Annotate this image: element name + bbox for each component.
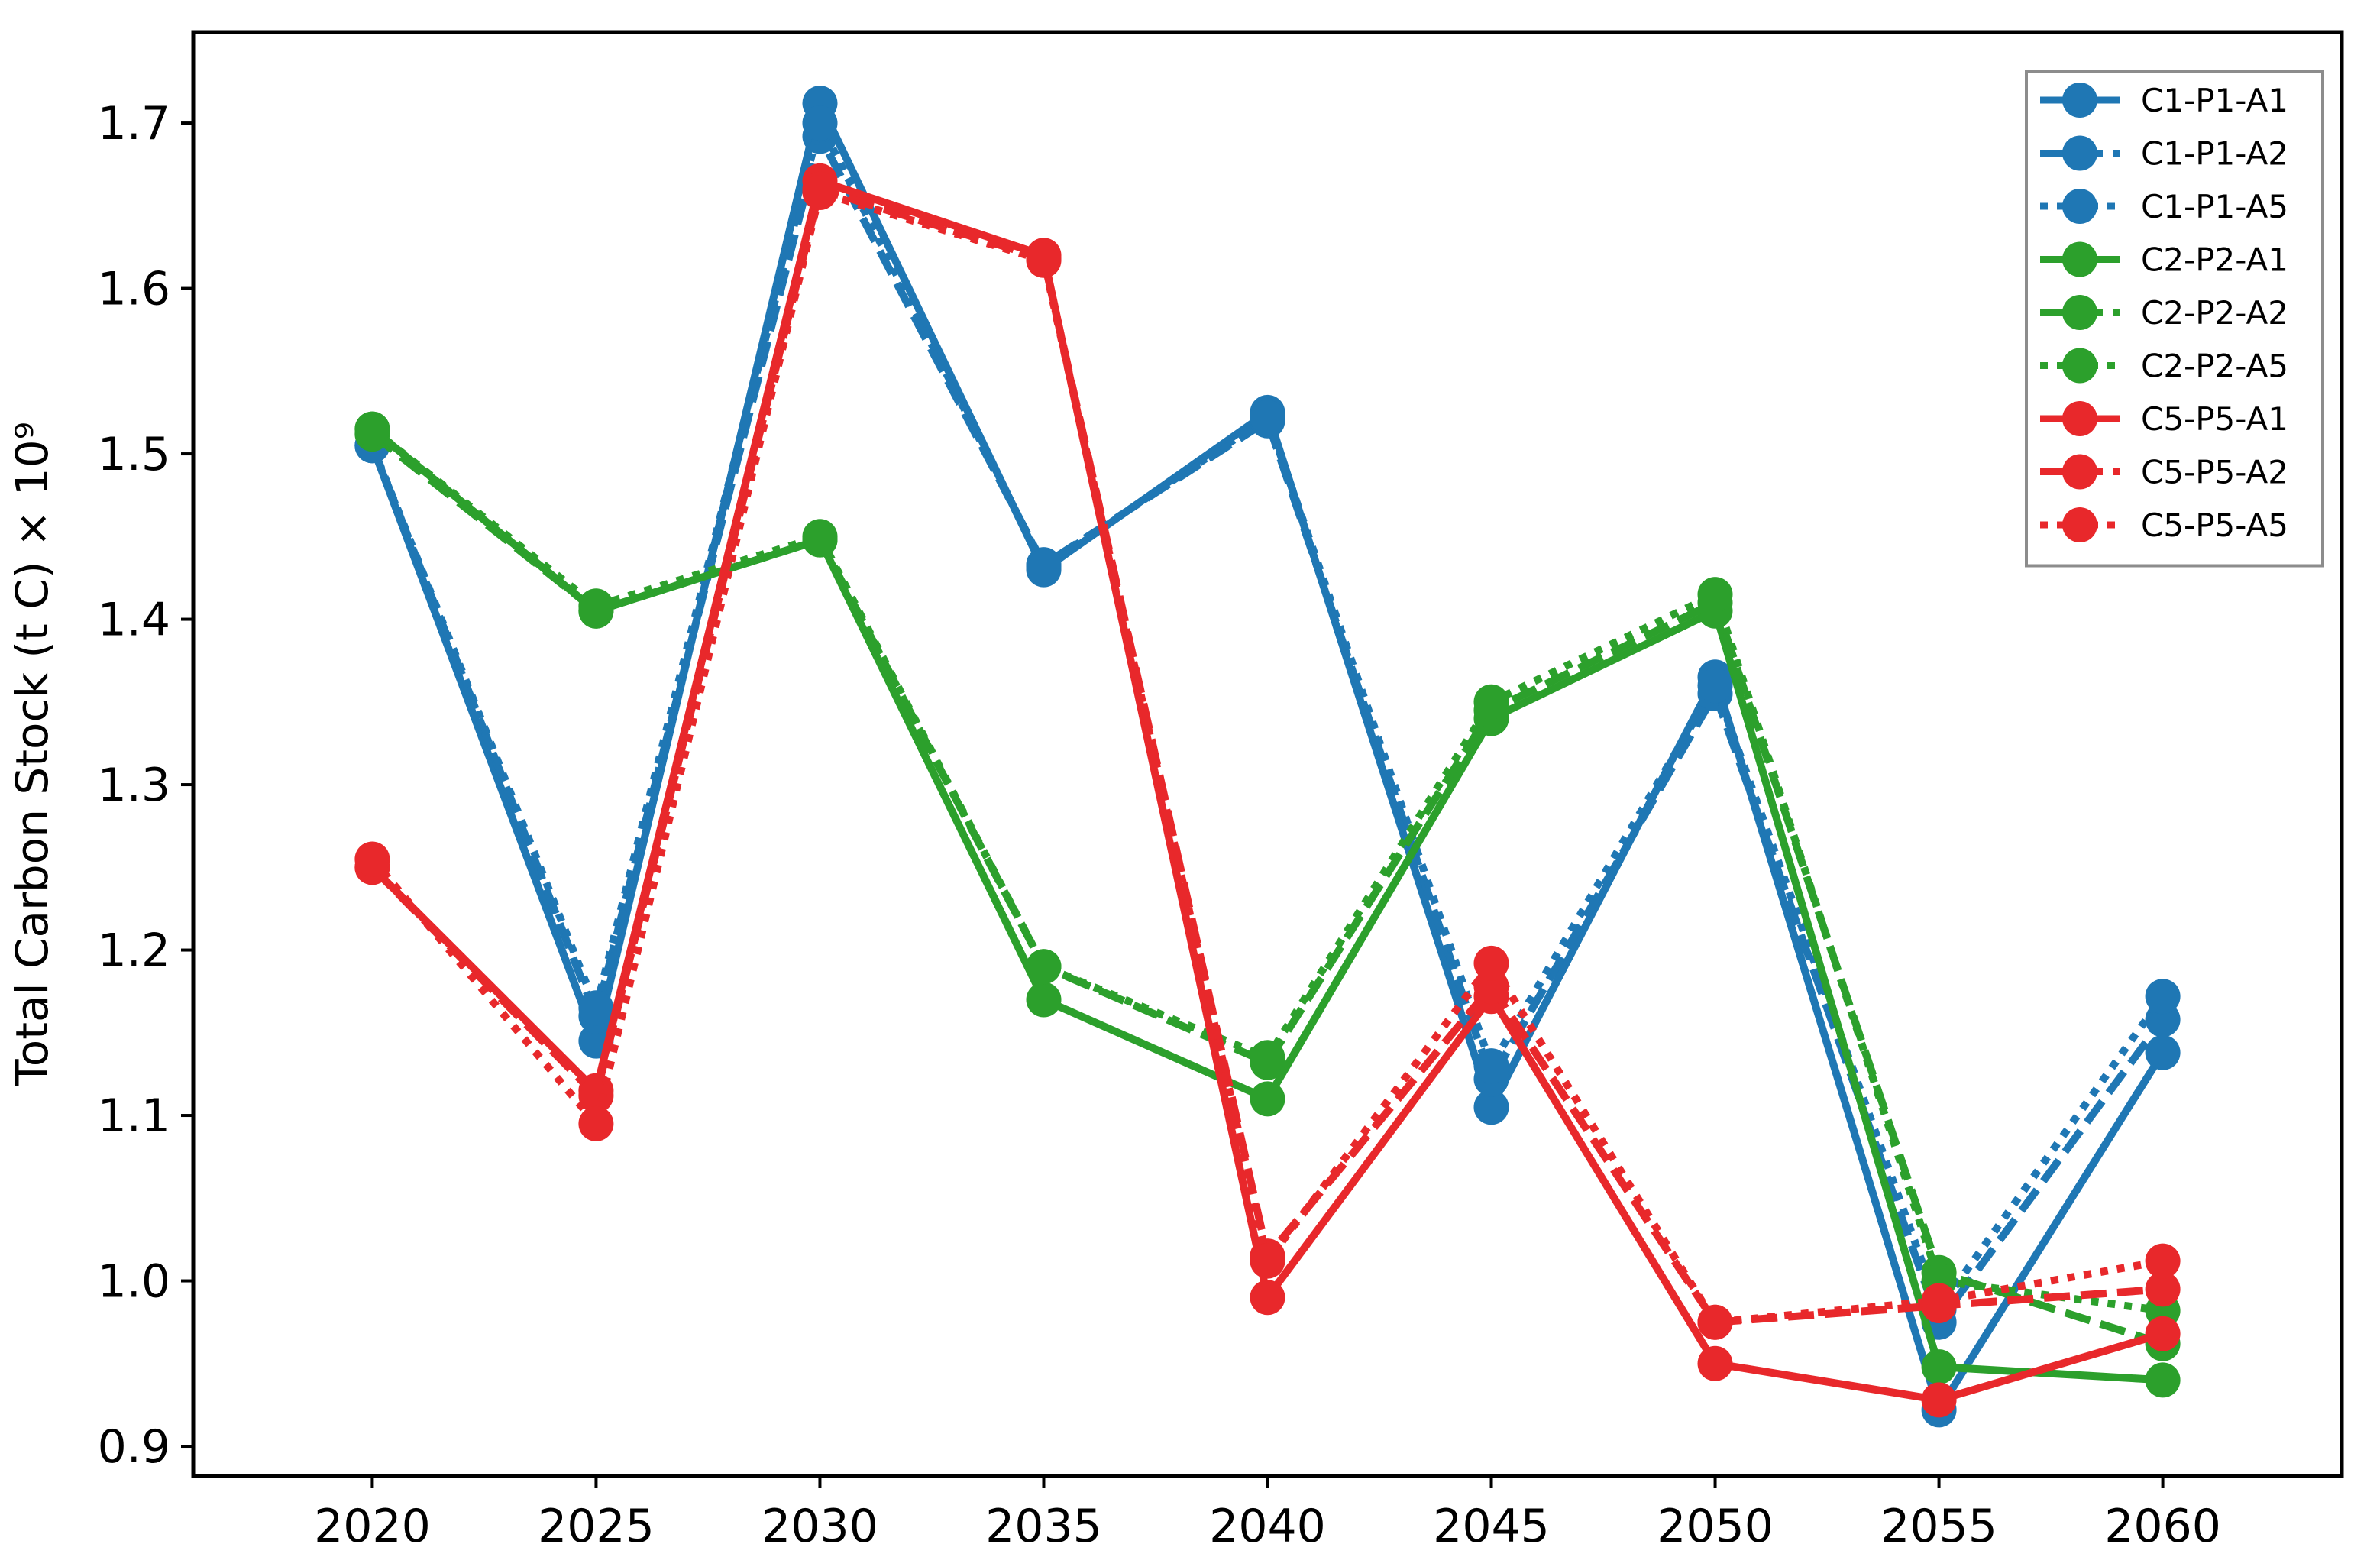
- y-tick-label: 1.4: [98, 594, 170, 647]
- legend-marker: [2062, 83, 2097, 118]
- legend-item-C5-P5-A5: C5-P5-A5: [2040, 507, 2288, 544]
- data-point: [2145, 1362, 2181, 1398]
- data-point: [2145, 1034, 2181, 1070]
- legend-item-C2-P2-A2: C2-P2-A2: [2040, 294, 2288, 332]
- legend-label: C2-P2-A1: [2141, 241, 2288, 279]
- legend-label: C1-P1-A2: [2141, 135, 2288, 173]
- legend-item-C2-P2-A5: C2-P2-A5: [2040, 348, 2288, 385]
- data-point: [1473, 1089, 1509, 1125]
- data-point: [1250, 1280, 1285, 1316]
- y-tick-label: 0.9: [98, 1420, 170, 1474]
- legend-label: C5-P5-A5: [2141, 507, 2288, 544]
- data-point: [1473, 1048, 1509, 1084]
- data-point: [1697, 668, 1733, 704]
- legend-item-C1-P1-A5: C1-P1-A5: [2040, 188, 2288, 225]
- legend-marker: [2062, 189, 2097, 224]
- data-point: [1473, 684, 1509, 720]
- data-point: [2145, 1243, 2181, 1279]
- legend-item-C2-P2-A1: C2-P2-A1: [2040, 241, 2288, 279]
- y-tick-label: 1.0: [98, 1255, 170, 1309]
- legend-marker: [2062, 348, 2097, 384]
- legend-marker: [2062, 295, 2097, 330]
- legend-marker: [2062, 507, 2097, 542]
- legend-item-C1-P1-A1: C1-P1-A1: [2040, 82, 2288, 119]
- x-tick-label: 2020: [314, 1500, 431, 1553]
- data-point: [802, 175, 838, 210]
- y-axis-label: Total Carbon Stock (t C) × 10⁹: [6, 422, 58, 1087]
- legend-marker: [2062, 454, 2097, 490]
- data-point: [1250, 1243, 1285, 1279]
- legend-item-C1-P1-A2: C1-P1-A2: [2040, 135, 2288, 173]
- data-point: [1921, 1349, 1957, 1385]
- data-point: [578, 588, 614, 624]
- x-tick-label: 2035: [985, 1500, 1102, 1553]
- legend-marker: [2062, 135, 2097, 171]
- legend-label: C1-P1-A5: [2141, 188, 2288, 225]
- x-tick-label: 2030: [762, 1500, 878, 1553]
- series-C5-P5-A5: [354, 175, 2181, 1340]
- data-point: [1250, 1081, 1285, 1117]
- legend-label: C5-P5-A1: [2141, 400, 2288, 438]
- data-point: [802, 519, 838, 555]
- data-point: [2145, 979, 2181, 1015]
- data-point: [1026, 982, 1062, 1018]
- y-axis: 0.9 1.0 1.1 1.2 1.3 1.4 1.5 1.6 1.7: [98, 97, 193, 1474]
- legend-marker: [2062, 241, 2097, 277]
- data-point: [1250, 1040, 1285, 1076]
- data-point: [2145, 1316, 2181, 1351]
- data-point: [578, 1078, 614, 1114]
- data-point: [1921, 1382, 1957, 1418]
- x-tick-label: 2045: [1433, 1500, 1550, 1553]
- legend: C1-P1-A1 C1-P1-A2 C1-P1-A5 C2-P2-A1 C2-P2-A2…: [2025, 70, 2324, 568]
- legend-marker: [2062, 401, 2097, 436]
- y-tick-label: 1.5: [98, 428, 170, 481]
- data-point: [1250, 400, 1285, 435]
- y-tick-label: 1.3: [98, 759, 170, 812]
- legend-label: C5-P5-A2: [2141, 454, 2288, 491]
- legend-item-C5-P5-A2: C5-P5-A2: [2040, 454, 2288, 491]
- data-point: [1697, 577, 1733, 613]
- data-point: [354, 841, 390, 877]
- data-point: [578, 990, 614, 1026]
- data-point: [354, 411, 390, 447]
- x-tick-label: 2060: [2104, 1500, 2221, 1553]
- data-point: [802, 105, 838, 141]
- series-line: [368, 119, 2166, 1313]
- data-point: [1921, 1283, 1957, 1319]
- x-tick-label: 2040: [1209, 1500, 1326, 1553]
- legend-label: C1-P1-A1: [2141, 82, 2288, 119]
- legend-item-C5-P5-A1: C5-P5-A1: [2040, 400, 2288, 438]
- data-point: [1473, 945, 1509, 981]
- data-point: [1026, 242, 1062, 278]
- y-tick-label: 1.7: [98, 97, 170, 151]
- data-point: [1697, 1304, 1733, 1340]
- data-point: [1026, 949, 1062, 985]
- legend-label: C2-P2-A2: [2141, 294, 2288, 332]
- legend-label: C2-P2-A5: [2141, 348, 2288, 385]
- data-point: [2145, 1271, 2181, 1307]
- x-tick-label: 2050: [1657, 1500, 1774, 1553]
- y-tick-label: 1.6: [98, 263, 170, 316]
- x-tick-label: 2055: [1880, 1500, 1997, 1553]
- x-tick-label: 2025: [538, 1500, 655, 1553]
- data-point: [1697, 1345, 1733, 1381]
- y-tick-label: 1.1: [98, 1089, 170, 1143]
- data-point: [1026, 549, 1062, 584]
- y-tick-label: 1.2: [98, 924, 170, 978]
- series-layer: [354, 86, 2181, 1428]
- data-point: [578, 1105, 614, 1141]
- x-axis: 2020 2025 2030 2035 2040 2045 2050 2055 2060: [314, 1476, 2221, 1553]
